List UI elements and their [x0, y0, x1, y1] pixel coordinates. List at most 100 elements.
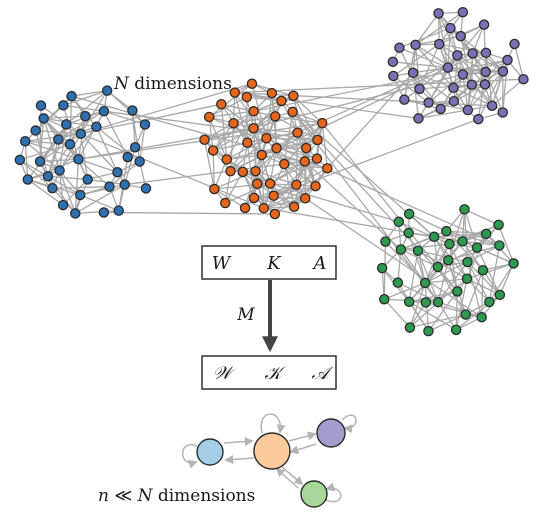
purple-cluster-node [414, 83, 425, 95]
graph-edge [471, 70, 504, 86]
graph-edge [63, 90, 108, 106]
purple-cluster-node [509, 38, 520, 50]
graph-edge [437, 13, 458, 56]
purple-cluster-node [407, 67, 419, 79]
graph-edge [428, 313, 466, 332]
purple-cluster-node [457, 6, 469, 18]
blue-cluster-node [54, 165, 65, 176]
self-loop [325, 482, 342, 503]
blue-cluster-node [122, 151, 133, 163]
graph-edge [266, 137, 318, 141]
green-cluster-node [420, 297, 432, 308]
graph-edge [71, 90, 108, 97]
blue-cluster-node [80, 110, 91, 122]
orange-cluster-node [250, 165, 261, 177]
graph-edge [409, 301, 439, 328]
orange-cluster-node [311, 153, 323, 164]
green-cluster-node [380, 236, 391, 247]
orange-cluster-node [312, 134, 323, 146]
graph-edge [464, 208, 499, 226]
graph-edge [256, 160, 306, 185]
graph-edge [208, 83, 253, 118]
green-cluster-node [452, 286, 463, 297]
graph-edge [25, 140, 71, 145]
purple-cluster-node [410, 39, 421, 51]
green-cluster-node [432, 296, 444, 308]
blue-cluster-node [91, 121, 102, 132]
orange-cluster-node [256, 149, 267, 161]
green-cluster-node [432, 261, 444, 273]
green-cluster-node [403, 208, 415, 220]
green-cluster-node [460, 309, 471, 320]
purple-cluster-node [497, 107, 508, 118]
graph-edge [74, 184, 126, 214]
graph-edge [27, 178, 64, 206]
green-cluster-node [476, 311, 487, 323]
purple-cluster-node [448, 95, 460, 107]
blue-cluster-node [57, 199, 69, 211]
graph-edge [466, 261, 483, 318]
blue-cluster-node [34, 156, 46, 167]
graph-edge [467, 244, 500, 263]
orange-cluster-node [268, 190, 279, 202]
blue-cluster-node [74, 189, 86, 201]
green-cluster-node [419, 277, 431, 289]
orange-cluster-node [207, 145, 219, 156]
high-dim-label: N dimensions [113, 74, 232, 94]
reduced-graph [182, 413, 357, 508]
blue-cluster-node [19, 136, 31, 147]
graph-edge [424, 230, 447, 284]
green-cluster-node [395, 244, 407, 255]
green-cluster-node [450, 324, 462, 336]
purple-cluster-node [473, 113, 484, 125]
graph-edge [447, 28, 452, 68]
green-cluster-node [494, 240, 505, 251]
green-cluster-node [392, 277, 404, 288]
graph-edge [80, 103, 222, 135]
blue-cluster-node [61, 119, 72, 130]
graph-edge [488, 245, 501, 303]
graph-edge [283, 163, 295, 207]
green-cluster-node [508, 258, 519, 269]
orange-cluster-node [225, 165, 236, 177]
graph-edge [69, 96, 73, 145]
blue-cluster-node [104, 181, 115, 192]
orange-cluster-node [279, 158, 290, 170]
blue-cluster-node [22, 174, 34, 185]
high-dim-variable: N [113, 74, 130, 94]
graph-edge [251, 83, 268, 139]
graph-edge [400, 249, 426, 284]
graph-edge [445, 230, 484, 271]
mini-blue-node [196, 438, 224, 466]
graph-edge [453, 55, 459, 102]
blue-cluster-node [58, 100, 69, 111]
orange-cluster-node [269, 208, 281, 220]
graph-edge [209, 110, 254, 118]
orange-cluster-node [292, 127, 303, 138]
graph-edge [326, 72, 414, 169]
graph-edge [295, 147, 307, 185]
blue-cluster-node [98, 207, 110, 218]
var-k-reduced: 𝒦 [265, 363, 287, 384]
purple-cluster-node [433, 38, 445, 50]
graph-edge [467, 71, 487, 111]
graph-edge [19, 143, 71, 161]
graph-edge [397, 282, 429, 332]
purple-cluster-node [457, 69, 469, 80]
blue-cluster-node [112, 167, 123, 178]
graph-edge [448, 243, 468, 280]
graph-edge [139, 124, 146, 162]
purple-cluster-node [448, 82, 459, 94]
graph-edge [446, 230, 500, 247]
orange-cluster-node [229, 87, 241, 98]
purple-cluster-node [413, 113, 424, 124]
graph-edge [47, 175, 81, 196]
graph-edge [59, 126, 97, 171]
graph-edge [78, 158, 118, 173]
graph-edge [384, 282, 426, 300]
orange-cluster-node [269, 111, 281, 122]
graph-edge [59, 133, 82, 171]
orange-cluster-node [209, 183, 220, 195]
blue-cluster-node [35, 100, 47, 111]
graph-edge [412, 66, 448, 74]
